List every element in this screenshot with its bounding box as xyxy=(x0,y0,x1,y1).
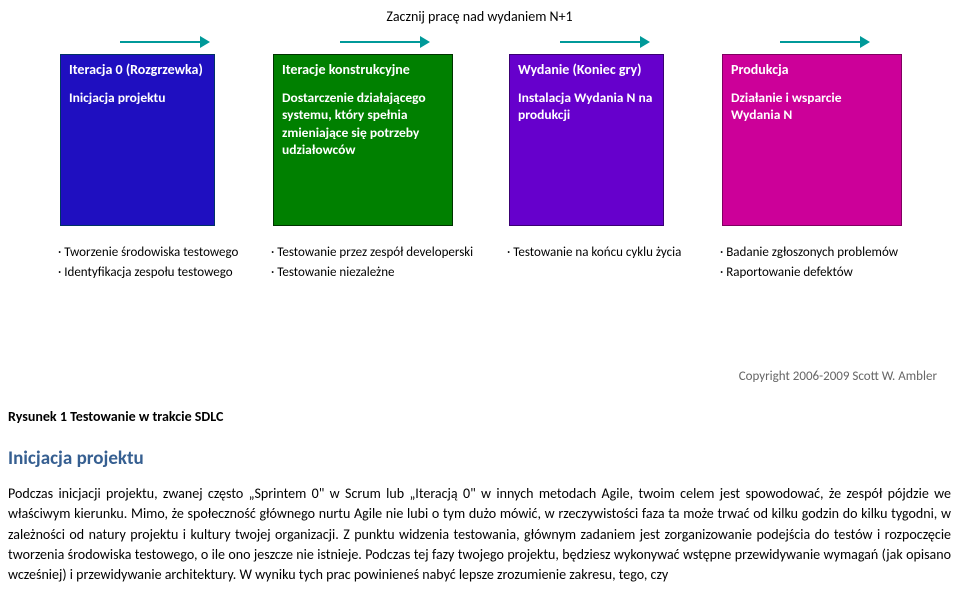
phase-box-1: Iteracje konstrukcyjne Dostarczenie dział… xyxy=(273,54,453,226)
phase-box-title: Wydanie (Koniec gry) xyxy=(518,61,655,79)
figure-caption: Rysunek 1 Testowanie w trakcie SDLC xyxy=(0,390,959,425)
bullet-item: · Badanie zgłoszonych problemów xyxy=(720,244,930,262)
arrow-3 xyxy=(780,34,870,55)
bullets-col-1: · Testowanie przez zespół developerski · … xyxy=(271,244,481,283)
phase-box-2: Wydanie (Koniec gry) Instalacja Wydania N… xyxy=(509,54,664,226)
section-title: Inicjacja projektu xyxy=(0,425,959,470)
arrow-1 xyxy=(340,34,430,55)
arrow-2 xyxy=(560,34,650,55)
bullet-item: · Identyfikacja zespołu testowego xyxy=(58,264,258,282)
phase-box-sub: Inicjacja projektu xyxy=(69,89,206,107)
phase-box-sub: Działanie i wsparcie Wydania N xyxy=(731,89,893,124)
arrow-0 xyxy=(120,34,210,55)
phase-box-title: Iteracje konstrukcyjne xyxy=(282,61,444,79)
phase-box-sub: Dostarczenie działającego systemu, który… xyxy=(282,89,444,159)
bullet-item: · Tworzenie środowiska testowego xyxy=(58,244,258,262)
diagram-top-label: Zacznij pracę nad wydaniem N+1 xyxy=(0,8,959,25)
phase-box-0: Iteracja 0 (Rozgrzewka) Inicjacja projekt… xyxy=(60,54,215,226)
bullet-item: · Testowanie na końcu cyklu życia xyxy=(507,244,697,262)
bullet-item: · Testowanie przez zespół developerski xyxy=(271,244,481,262)
bullets-col-0: · Tworzenie środowiska testowego · Identy… xyxy=(58,244,258,283)
phase-box-title: Produkcja xyxy=(731,61,893,79)
phase-box-sub: Instalacja Wydania N na produkcji xyxy=(518,89,655,124)
copyright-text: Copyright 2006-2009 Scott W. Ambler xyxy=(739,369,937,384)
bullet-item: · Testowanie niezależne xyxy=(271,264,481,282)
sdlc-diagram: Zacznij pracę nad wydaniem N+1 Iteracja … xyxy=(0,0,959,390)
arrows-row xyxy=(0,34,959,50)
phase-box-3: Produkcja Działanie i wsparcie Wydania N xyxy=(722,54,902,226)
bullet-item: · Raportowanie defektów xyxy=(720,264,930,282)
phase-box-title: Iteracja 0 (Rozgrzewka) xyxy=(69,61,206,79)
body-paragraph: Podczas inicjacji projektu, zwanej częst… xyxy=(0,470,959,593)
bullets-col-2: · Testowanie na końcu cyklu życia xyxy=(507,244,697,264)
bullets-col-3: · Badanie zgłoszonych problemów · Raporto… xyxy=(720,244,930,283)
